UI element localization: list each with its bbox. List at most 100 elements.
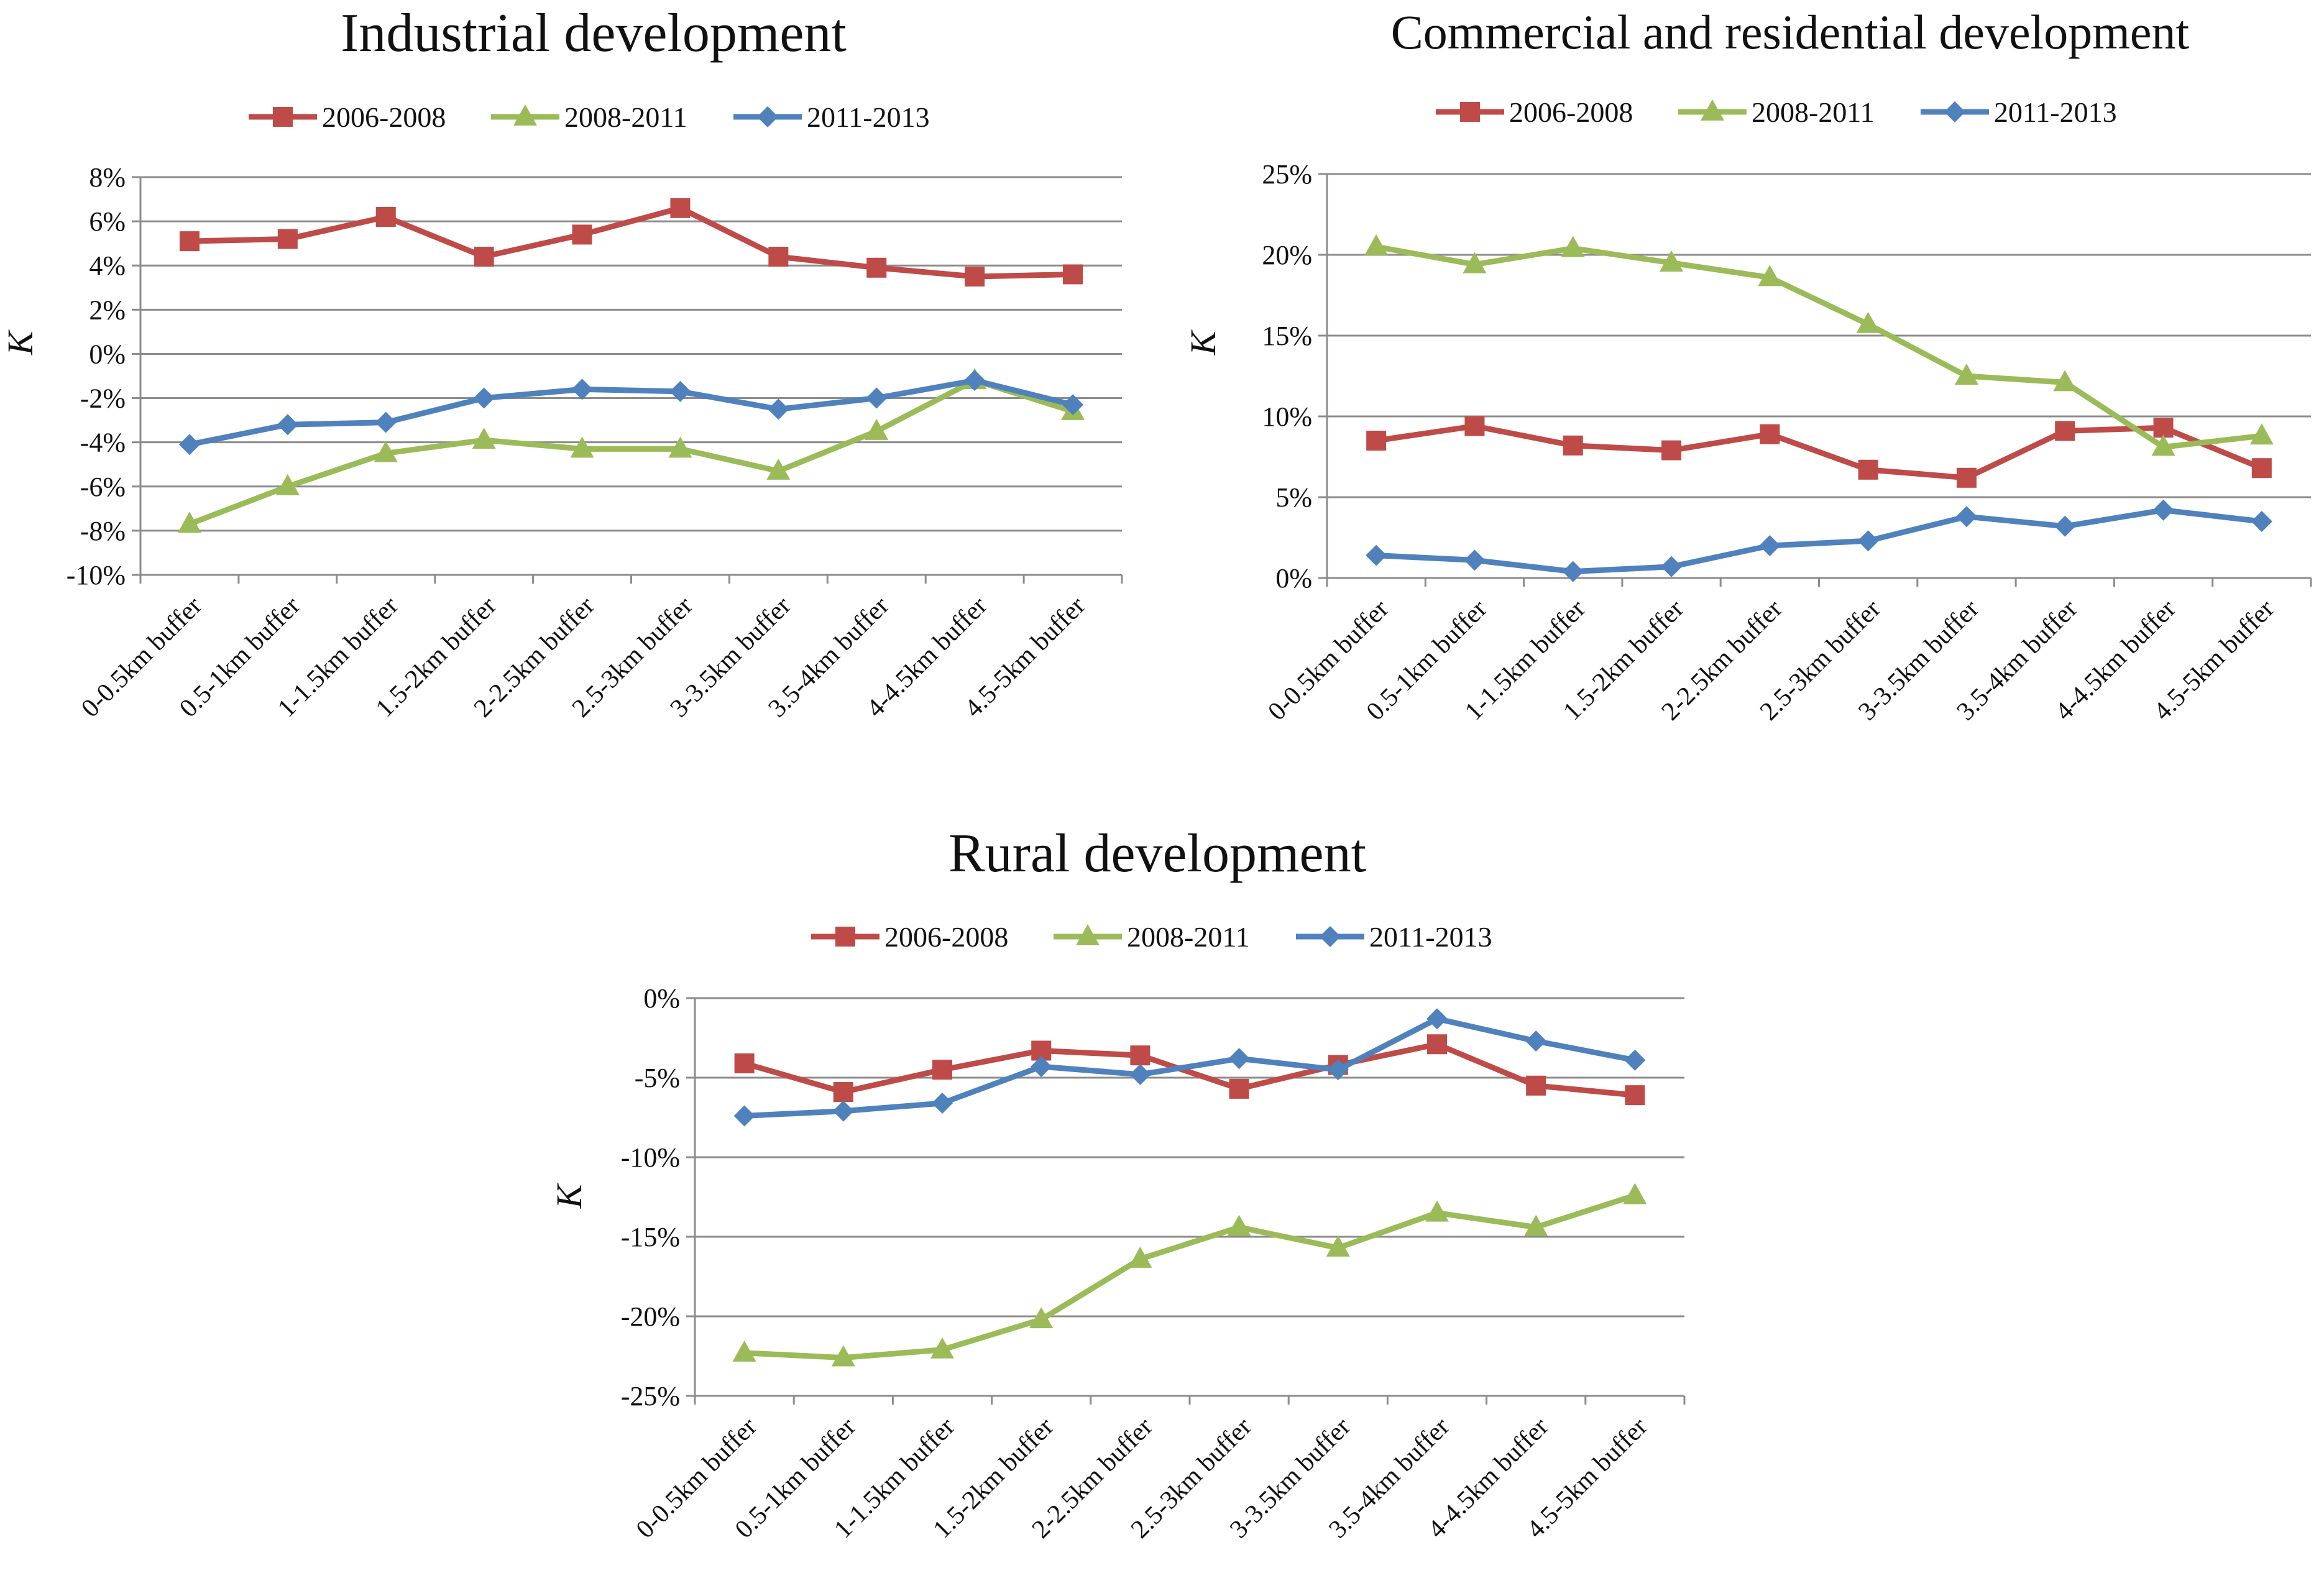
legend: 2006-2008 2008-2011 2011-2013	[249, 101, 930, 133]
legend-label: 2008-2011	[564, 101, 687, 133]
series-2011-2013	[1366, 499, 2272, 582]
data-point	[571, 378, 593, 400]
data-point	[831, 1345, 855, 1367]
y-tick-labels: 25% 20% 15% 10% 5% 0%	[1262, 159, 1312, 594]
data-point	[1063, 264, 1083, 285]
data-point	[2055, 421, 2075, 441]
data-point	[1366, 544, 1387, 566]
series-2011-2013	[178, 370, 1084, 456]
data-point	[1228, 1048, 1250, 1070]
y-tick-label: 20%	[1262, 240, 1312, 270]
y-tick-label: -10%	[621, 1142, 680, 1173]
data-point	[833, 1082, 853, 1103]
data-point	[964, 370, 986, 392]
legend-item: 2011-2013	[733, 101, 930, 133]
data-point	[1623, 1183, 1647, 1204]
data-point	[472, 428, 496, 449]
series-2008-2011	[1364, 234, 2274, 456]
data-point	[2054, 515, 2076, 537]
data-point	[932, 1092, 953, 1114]
series-line	[744, 1193, 1636, 1361]
data-point	[1956, 467, 1977, 488]
data-point	[1130, 1045, 1151, 1066]
data-point	[1524, 1214, 1548, 1236]
y-tick-label: -6%	[80, 472, 126, 502]
data-point	[865, 418, 889, 440]
data-point	[932, 1060, 952, 1080]
data-point	[570, 436, 594, 458]
data-point	[277, 414, 298, 436]
data-point	[374, 441, 398, 462]
data-point	[670, 198, 691, 218]
legend-marker	[1944, 101, 1965, 122]
chart-commercial: Commercial and residential development 20…	[1183, 5, 2312, 726]
series-2006-2008	[1366, 416, 2272, 488]
data-point	[473, 387, 495, 409]
legend: 2006-2008 2008-2011 2011-2013	[811, 921, 1492, 953]
series-2008-2011	[732, 1183, 1647, 1367]
data-point	[1229, 1078, 1249, 1099]
data-point	[1464, 549, 1486, 571]
y-tick-label: 6%	[89, 206, 126, 237]
data-point	[1624, 1049, 1646, 1071]
data-point	[1661, 556, 1683, 577]
data-point	[1660, 250, 1684, 272]
chart-industrial: Industrial development 2006-2008 2008-2011…	[0, 3, 1123, 723]
y-tick-label: -10%	[67, 560, 126, 590]
data-point	[768, 247, 789, 267]
data-point	[1955, 506, 1977, 528]
legend-label: 2008-2011	[1752, 96, 1875, 128]
series-line	[743, 1041, 1635, 1098]
legend-item: 2011-2013	[1296, 921, 1492, 953]
data-point	[2053, 370, 2077, 392]
data-point	[1954, 364, 1978, 385]
data-point	[1128, 1246, 1152, 1268]
legend-item: 2008-2011	[1678, 96, 1875, 128]
y-tick-label: 15%	[1262, 321, 1312, 351]
legend: 2006-2008 2008-2011 2011-2013	[1436, 96, 2117, 128]
y-tick-label: 10%	[1262, 401, 1312, 432]
series-2006-2008	[734, 1034, 1645, 1106]
data-point	[474, 247, 494, 267]
series-line	[1376, 423, 2263, 481]
legend-item: 2006-2008	[249, 101, 446, 133]
data-point	[1562, 561, 1584, 582]
legend-item: 2006-2008	[1436, 96, 1633, 128]
y-tick-label: 8%	[89, 162, 126, 193]
data-point	[866, 387, 888, 409]
data-point	[930, 1337, 954, 1359]
data-point	[1759, 535, 1781, 556]
y-axis-label: K	[1183, 329, 1223, 355]
data-point	[1364, 234, 1389, 255]
data-point	[733, 1105, 755, 1127]
data-point	[832, 1100, 854, 1122]
data-point	[2249, 423, 2274, 445]
data-point	[2153, 418, 2174, 438]
data-point	[375, 207, 396, 227]
legend-label: 2011-2013	[1994, 96, 2117, 128]
data-point	[1031, 1056, 1052, 1078]
y-axis-label: K	[0, 329, 40, 355]
y-tick-labels: 8% 6% 4% 2% 0% -2% -4% -6% -8% -10%	[67, 162, 126, 590]
data-point	[2152, 499, 2174, 521]
data-point	[2151, 434, 2175, 456]
data-point	[1062, 394, 1084, 416]
legend-item: 2006-2008	[811, 921, 1008, 953]
chart-rural: Rural development 2006-2008 2008-2011 2011-…	[549, 823, 1686, 1544]
legend-label: 2006-2008	[884, 921, 1008, 953]
series-line	[189, 377, 1074, 447]
series-line	[189, 205, 1073, 280]
data-point	[1561, 236, 1585, 257]
data-point	[668, 436, 692, 458]
data-point	[1326, 1235, 1350, 1257]
y-tick-label: -8%	[80, 516, 126, 546]
legend-item: 2008-2011	[1054, 921, 1250, 953]
y-tick-label: 0%	[1275, 563, 1312, 594]
data-point	[1227, 1214, 1251, 1236]
y-tick-label: 0%	[643, 983, 680, 1014]
data-point	[1464, 416, 1485, 436]
